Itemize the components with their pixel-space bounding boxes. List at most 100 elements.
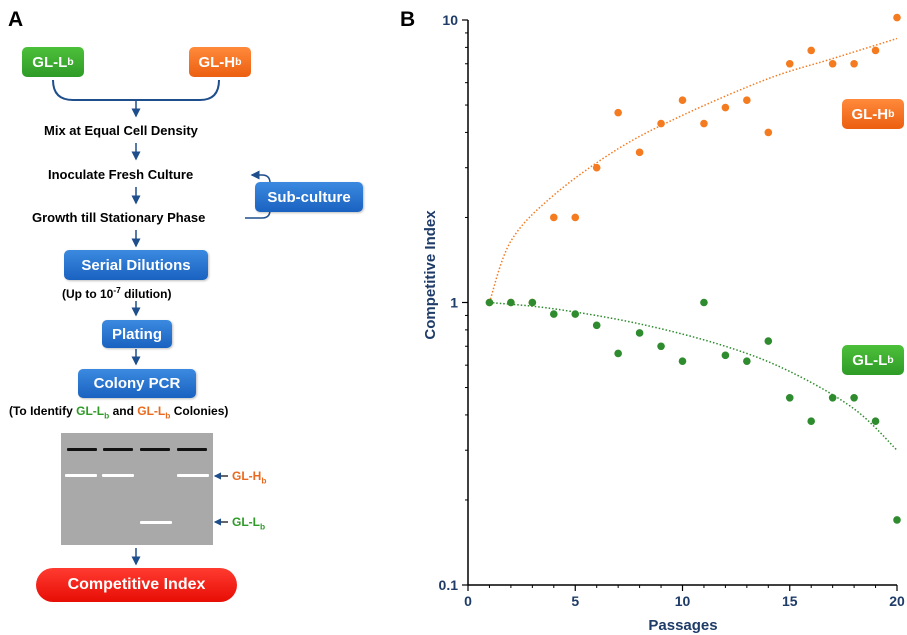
legend-low-box: GL-L b: [842, 345, 904, 375]
dilution-note-post: dilution): [120, 287, 172, 301]
strain-low-label: GL-L: [32, 53, 68, 71]
dilution-note: (Up to 10-7 dilution): [62, 285, 171, 301]
identify-s2-sub: b: [165, 410, 171, 421]
data-points: [485, 13, 901, 524]
strain-high-box: GL-H b: [189, 47, 251, 77]
identify-mid: and: [109, 404, 138, 418]
point-s1-8: [657, 342, 665, 351]
trend-line-0: [488, 37, 898, 303]
point-s0-16: [828, 59, 837, 68]
x-tick-label-1: 5: [571, 593, 579, 609]
identify-pre: (To Identify: [9, 404, 77, 418]
point-s1-1: [507, 298, 515, 307]
identify-note: (To Identify GL-Lb and GL-Lb Colonies): [9, 404, 228, 420]
subculture-label: Sub-culture: [267, 188, 351, 206]
point-s1-12: [743, 357, 751, 365]
strain-high-sub: b: [235, 56, 242, 68]
gel-band-high-lane4: [177, 474, 209, 477]
y-tick-label-1: 1: [450, 295, 458, 311]
gel-label-low-sub: b: [260, 521, 266, 532]
point-s0-4: [571, 213, 580, 222]
plating-box: Plating: [102, 320, 172, 348]
point-s0-10: [700, 119, 708, 128]
axes: 0 5 10 15 20 0.1 1 10: [439, 12, 905, 609]
legend-high-sub: b: [888, 108, 895, 120]
dilution-note-pre: (Up to 10: [62, 287, 114, 301]
colony-pcr-label: Colony PCR: [93, 375, 181, 392]
strain-low-box: GL-L b: [22, 47, 84, 77]
identify-s2: GL-L: [137, 404, 166, 418]
colony-pcr-box: Colony PCR: [78, 369, 196, 398]
x-axis-label: Passages: [648, 617, 717, 634]
point-s0-12: [743, 96, 751, 105]
identify-s1-sub: b: [104, 410, 110, 421]
point-s1-14: [785, 393, 794, 402]
x-tick-label-2: 10: [675, 593, 691, 609]
point-s0-14: [785, 59, 794, 68]
point-s1-6: [614, 349, 622, 358]
point-s0-15: [807, 46, 815, 55]
step-growth: Growth till Stationary Phase: [32, 210, 206, 225]
point-s1-7: [635, 329, 644, 337]
point-s1-18: [871, 417, 880, 426]
gel-band-high-lane1: [65, 474, 97, 477]
gel-label-low-text: GL-L: [232, 515, 260, 529]
point-s0-19: [893, 13, 901, 22]
point-s1-13: [764, 337, 773, 345]
gel-band-high-lane2: [102, 474, 134, 477]
legend-low-label: GL-L: [852, 351, 888, 369]
point-s1-4: [571, 310, 580, 318]
gel-image: [61, 433, 213, 545]
point-s0-8: [657, 119, 665, 128]
point-s1-5: [592, 321, 601, 330]
legend-high-label: GL-H: [851, 105, 889, 123]
point-s0-6: [614, 108, 622, 117]
point-s0-11: [721, 103, 730, 112]
point-s0-17: [850, 59, 858, 68]
point-s0-18: [871, 46, 880, 55]
point-s1-2: [528, 298, 537, 307]
identify-post: Colonies): [170, 404, 229, 418]
y-axis-label: Competitive Index: [422, 210, 439, 340]
x-tick-label-3: 15: [782, 593, 798, 609]
x-tick-label-4: 20: [889, 593, 905, 609]
y-tick-label-2: 10: [442, 12, 458, 28]
legend-low-sub: b: [887, 354, 894, 366]
gel-band-ladder-4: [177, 448, 207, 451]
step-mix: Mix at Equal Cell Density: [44, 123, 198, 138]
plating-label: Plating: [111, 325, 162, 343]
gel-band-ladder-3: [140, 448, 170, 451]
gel-band-low-lane3: [140, 521, 172, 524]
legend-high-box: GL-H b: [842, 99, 904, 129]
trend-lines: [488, 37, 898, 451]
identify-strain-1: GL-Lb: [76, 404, 110, 421]
gel-band-ladder-2: [103, 448, 133, 451]
gel-label-low: GL-Lb: [232, 515, 265, 531]
x-tick-label-0: 0: [464, 593, 472, 609]
point-s1-11: [721, 351, 730, 360]
trend-line-1: [489, 301, 898, 451]
y-tick-label-0: 0.1: [439, 577, 459, 593]
point-s0-13: [764, 128, 773, 137]
identify-s1: GL-L: [76, 404, 105, 418]
serial-dilutions-label: Serial Dilutions: [81, 256, 191, 274]
point-s0-3: [550, 213, 558, 222]
point-s0-9: [678, 96, 687, 105]
point-s1-17: [850, 393, 858, 402]
panel-a: A GL-L b GL-H b Mix at Equal Cell Density …: [0, 0, 410, 635]
point-s1-19: [893, 516, 901, 524]
competitive-index-box: Competitive Index: [36, 568, 237, 602]
strain-high-label: GL-H: [198, 53, 236, 71]
point-s1-0: [485, 298, 494, 307]
identify-strain-2: GL-Lb: [137, 404, 171, 421]
gel-band-ladder-1: [67, 448, 97, 451]
point-s1-16: [828, 393, 837, 402]
panel-letter-b: B: [400, 8, 415, 31]
point-s1-15: [807, 417, 815, 426]
point-s1-9: [678, 357, 687, 365]
serial-dilutions-box: Serial Dilutions: [64, 250, 208, 280]
gel-label-high-text: GL-H: [232, 469, 262, 483]
strain-low-sub: b: [67, 56, 74, 68]
gel-label-high-sub: b: [261, 475, 267, 486]
